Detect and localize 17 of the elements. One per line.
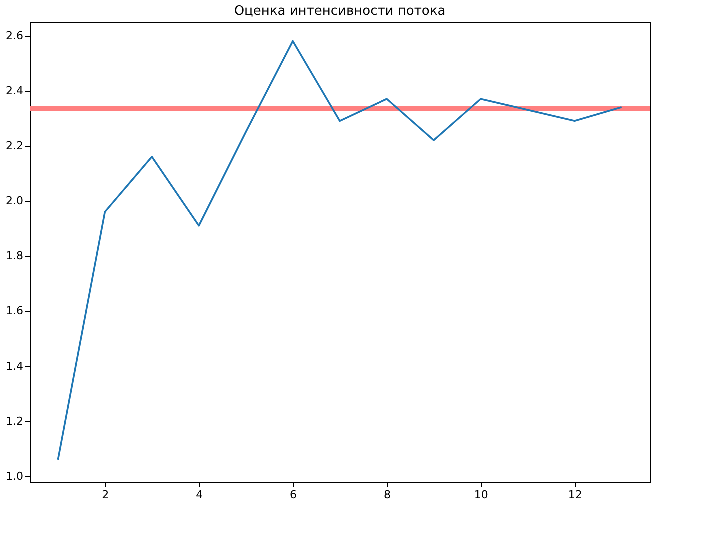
y-tick-label: 1.4 xyxy=(6,360,24,373)
x-tick-label: 12 xyxy=(568,488,582,502)
x-tick-label: 6 xyxy=(290,488,298,502)
y-tick-label: 2.6 xyxy=(6,29,24,42)
x-tick-label: 4 xyxy=(196,488,204,502)
chart-title: Оценка интенсивности потока xyxy=(234,4,446,19)
y-tick-label: 2.0 xyxy=(6,194,24,208)
y-tick-label: 2.2 xyxy=(6,139,24,152)
x-tick-label: 10 xyxy=(474,488,488,502)
y-tick-label: 1.6 xyxy=(6,304,24,318)
x-tick-label: 8 xyxy=(384,488,391,502)
y-tick-label: 1.8 xyxy=(6,250,24,263)
y-tick-label: 2.4 xyxy=(6,84,24,98)
x-tick-label: 2 xyxy=(102,488,110,502)
line-series xyxy=(57,40,623,461)
y-tick-label: 1.2 xyxy=(6,414,24,428)
y-tick-label: 1.0 xyxy=(6,470,24,483)
